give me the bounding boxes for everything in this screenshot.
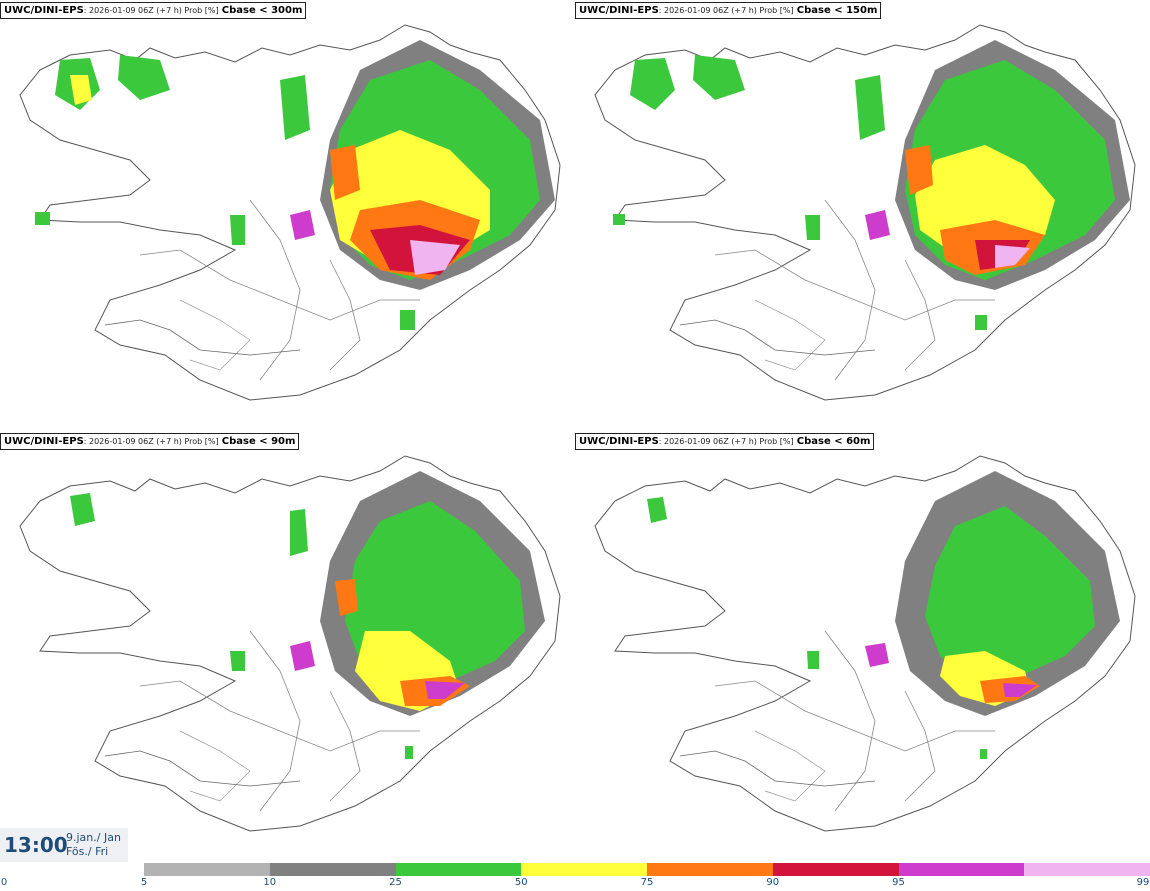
run-info: : 2026-01-09 06Z (+7 h) Prob [%] (83, 6, 219, 15)
colorbar-tick-label: 99 (1136, 877, 1150, 888)
panel-title: UWC/DINI-EPS: 2026-01-09 06Z (+7 h) Prob… (0, 433, 300, 450)
iceland-map (19, 455, 561, 832)
variable-label: Cbase < 90m (221, 436, 296, 447)
probability-colorbar (144, 863, 1150, 876)
variable-label: Cbase < 300m (221, 5, 303, 16)
probability-field (70, 471, 545, 759)
colorbar-segment (647, 863, 773, 876)
colorbar-segment (898, 863, 1025, 876)
colorbar-tick-label: 25 (389, 877, 402, 888)
variable-label: Cbase < 60m (796, 436, 871, 447)
valid-time-box: 13:00 9.jan./ Jan Fös./ Fri (0, 828, 128, 862)
colorbar-ticks: 0 5 10 25 50 75 90 95 99 (0, 877, 1150, 891)
colorbar-tick-label: 95 (892, 877, 905, 888)
iceland-map (19, 24, 561, 401)
colorbar-tick-label: 0 (0, 877, 8, 888)
run-info: : 2026-01-09 06Z (+7 h) Prob [%] (658, 6, 794, 15)
model-name: UWC/DINI-EPS (579, 436, 659, 447)
colorbar-segment (772, 863, 899, 876)
colorbar-segment (521, 863, 647, 876)
run-info: : 2026-01-09 06Z (+7 h) Prob [%] (658, 437, 794, 446)
map-panel-cbase-150m: UWC/DINI-EPS: 2026-01-09 06Z (+7 h) Prob… (575, 0, 1150, 430)
probability-field (613, 40, 1130, 330)
colorbar-tick-label: 5 (140, 877, 148, 888)
colorbar-segment (144, 863, 270, 876)
map-panel-cbase-60m: UWC/DINI-EPS: 2026-01-09 06Z (+7 h) Prob… (575, 431, 1150, 861)
panel-title: UWC/DINI-EPS: 2026-01-09 06Z (+7 h) Prob… (575, 433, 875, 450)
valid-date-line: 9.jan./ Jan (66, 831, 121, 844)
colorbar-tick-label: 10 (263, 877, 277, 888)
colorbar-segment (269, 863, 396, 876)
map-panel-cbase-90m: UWC/DINI-EPS: 2026-01-09 06Z (+7 h) Prob… (0, 431, 575, 861)
probability-field (35, 40, 555, 330)
map-panel-cbase-300m: UWC/DINI-EPS: 2026-01-09 06Z (+7 h) Prob… (0, 0, 575, 430)
panel-title: UWC/DINI-EPS: 2026-01-09 06Z (+7 h) Prob… (0, 2, 307, 19)
model-name: UWC/DINI-EPS (579, 5, 659, 16)
probability-field (647, 471, 1120, 759)
iceland-map (594, 455, 1136, 832)
variable-label: Cbase < 150m (796, 5, 878, 16)
colorbar-tick-label: 50 (514, 877, 528, 888)
valid-day-line: Fös./ Fri (66, 845, 109, 858)
model-name: UWC/DINI-EPS (4, 5, 84, 16)
colorbar-segment (1024, 863, 1150, 876)
model-name: UWC/DINI-EPS (4, 436, 84, 447)
colorbar-tick-label: 90 (766, 877, 780, 888)
run-info: : 2026-01-09 06Z (+7 h) Prob [%] (83, 437, 219, 446)
valid-date: 9.jan./ Jan Fös./ Fri (66, 831, 121, 859)
colorbar-segment (395, 863, 522, 876)
panel-title: UWC/DINI-EPS: 2026-01-09 06Z (+7 h) Prob… (575, 2, 882, 19)
valid-time-clock: 13:00 (4, 833, 68, 857)
iceland-map (594, 24, 1136, 401)
colorbar-tick-label: 75 (640, 877, 654, 888)
